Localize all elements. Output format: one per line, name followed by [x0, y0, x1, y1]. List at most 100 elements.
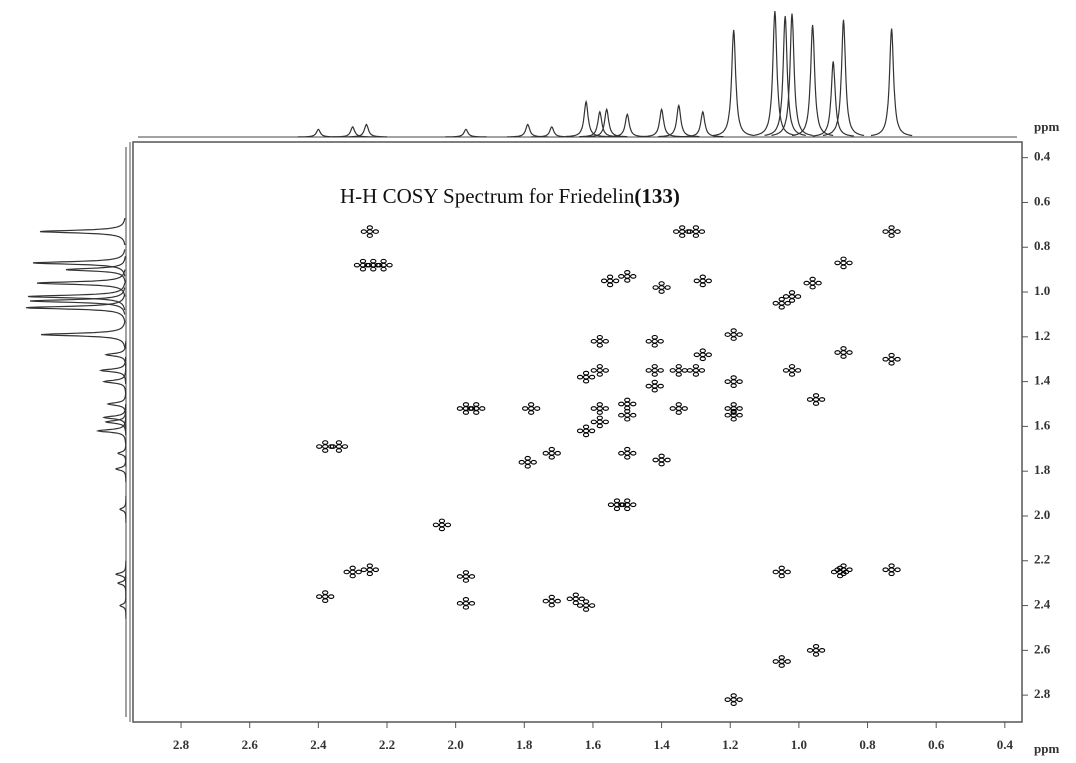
contour	[840, 346, 847, 351]
x-tick-label: 0.6	[928, 737, 945, 752]
cross-peak	[803, 276, 822, 290]
contour	[524, 455, 531, 461]
contour	[596, 406, 603, 411]
contour	[818, 647, 826, 653]
contour	[788, 372, 796, 377]
contour	[524, 463, 531, 469]
contour	[698, 368, 706, 373]
contour	[572, 596, 579, 602]
contour	[784, 300, 791, 306]
contour	[596, 372, 603, 377]
contour	[778, 573, 785, 579]
top-projection-peak	[565, 99, 607, 138]
contour	[778, 659, 785, 664]
contour	[582, 428, 590, 434]
contour	[322, 440, 329, 445]
contour	[624, 506, 631, 512]
contour	[698, 229, 706, 234]
contour	[554, 598, 561, 604]
contour	[322, 448, 329, 453]
contour	[788, 364, 796, 369]
contour	[374, 262, 381, 268]
contour	[528, 410, 535, 415]
contour	[613, 506, 621, 512]
contour	[730, 379, 737, 384]
contour	[679, 229, 686, 234]
contour	[479, 406, 486, 411]
contour	[596, 364, 603, 369]
contour	[724, 412, 731, 418]
cross-peak	[522, 402, 541, 415]
left-projection-peak	[27, 282, 126, 311]
y-tick-label: 2.0	[1034, 507, 1050, 522]
cross-peak	[316, 590, 335, 603]
contour	[658, 461, 665, 467]
contour	[736, 697, 743, 702]
contour	[596, 402, 603, 407]
contour	[658, 281, 665, 286]
cross-peak	[590, 415, 609, 429]
contour	[645, 383, 652, 389]
contour	[651, 338, 658, 344]
cross-peak	[600, 274, 620, 288]
contour	[772, 569, 779, 575]
left-projection-peak	[115, 455, 127, 483]
contour	[606, 282, 614, 288]
contour	[645, 338, 652, 344]
plot-frame	[132, 141, 1023, 723]
contour	[788, 294, 796, 299]
top-projection-peak	[712, 29, 755, 137]
contour	[473, 410, 480, 415]
contour	[582, 424, 590, 430]
contour	[809, 280, 816, 286]
contour	[651, 368, 658, 373]
contour	[652, 457, 659, 463]
contour	[468, 600, 476, 606]
contour	[380, 258, 387, 264]
contour	[730, 328, 737, 333]
contour	[329, 444, 337, 449]
y-tick-label: 2.8	[1034, 686, 1051, 701]
x-tick-label: 1.4	[653, 737, 670, 752]
contour	[596, 419, 603, 425]
contour	[794, 368, 802, 373]
contour	[736, 406, 743, 411]
top-projection-peak	[345, 123, 387, 138]
contour	[613, 498, 621, 504]
contour	[651, 342, 658, 348]
contour	[462, 574, 470, 579]
contour	[582, 374, 590, 380]
contour	[359, 258, 367, 264]
contour	[618, 450, 625, 456]
top-projection-peak	[658, 103, 700, 138]
contour	[576, 428, 584, 434]
contour	[576, 374, 584, 380]
x-tick-label: 1.8	[516, 737, 533, 752]
contour	[699, 348, 706, 354]
top-projection-peak	[332, 126, 374, 138]
top-projection-peak	[822, 19, 865, 136]
contour	[624, 278, 631, 283]
contour	[548, 598, 555, 604]
y-tick-label: 0.6	[1034, 193, 1051, 208]
contour	[888, 233, 895, 238]
contour	[602, 338, 609, 344]
contour	[467, 406, 474, 411]
contour	[438, 526, 446, 532]
cross-peak	[834, 563, 853, 577]
contour	[462, 596, 470, 602]
contour	[730, 693, 737, 698]
contour	[582, 370, 590, 376]
cross-peak	[542, 594, 561, 608]
cross-peak	[618, 397, 637, 411]
contour	[534, 406, 541, 411]
contour	[806, 647, 814, 653]
contour	[834, 260, 841, 266]
contour	[349, 573, 356, 579]
contour	[366, 225, 373, 230]
contour	[462, 402, 470, 407]
cross-peak	[607, 498, 627, 512]
contour	[692, 372, 700, 377]
contour	[462, 410, 470, 415]
contour	[473, 402, 480, 407]
